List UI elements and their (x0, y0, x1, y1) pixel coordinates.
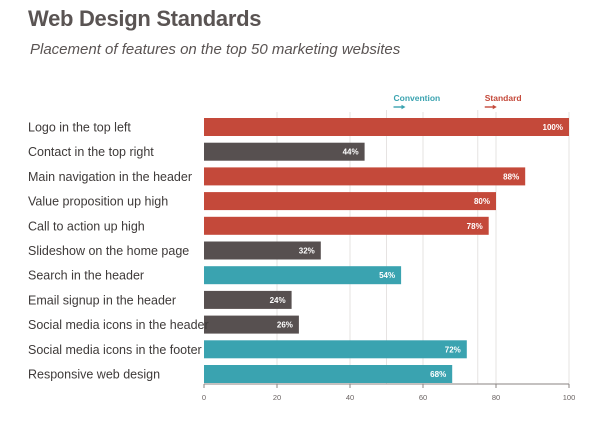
bar (204, 266, 402, 285)
category-label: Contact in the top right (28, 145, 154, 159)
value-label: 100% (543, 123, 563, 132)
category-label: Main navigation in the header (28, 170, 192, 184)
value-label: 72% (445, 345, 461, 354)
value-label: 44% (343, 148, 359, 157)
x-tick-label: 60 (419, 393, 427, 402)
value-label: 78% (467, 222, 483, 231)
bar (204, 216, 489, 235)
x-tick-label: 80 (492, 393, 500, 402)
x-tick-label: 0 (202, 393, 206, 402)
category-label: Value proposition up high (28, 195, 168, 209)
bar (204, 142, 365, 161)
bar (204, 192, 496, 211)
reference-label-convention: Convention (394, 93, 441, 103)
chart-subtitle: Placement of features on the top 50 mark… (30, 41, 401, 58)
bar (204, 290, 292, 309)
bar (204, 315, 299, 334)
category-label: Call to action up high (28, 219, 145, 233)
x-tick-label: 40 (346, 393, 354, 402)
value-label: 24% (270, 296, 286, 305)
bar (204, 241, 321, 260)
category-label: Logo in the top left (28, 121, 131, 135)
arrow-right-icon (401, 104, 406, 110)
reference-label-standard: Standard (485, 93, 522, 103)
category-label: Search in the header (28, 269, 144, 283)
category-label: Responsive web design (28, 368, 160, 382)
category-label: Email signup in the header (28, 293, 176, 307)
category-label: Slideshow on the home page (28, 244, 189, 258)
category-label: Social media icons in the header (28, 318, 209, 332)
bar (204, 167, 526, 186)
value-label: 26% (277, 321, 293, 330)
chart-title: Web Design Standards (28, 6, 262, 31)
value-label: 54% (379, 271, 395, 280)
bar (204, 365, 453, 383)
x-tick-label: 20 (273, 393, 281, 402)
value-label: 68% (430, 370, 446, 379)
bar (204, 118, 569, 136)
value-label: 32% (299, 247, 315, 256)
x-tick-label: 100 (563, 393, 576, 402)
value-label: 80% (474, 197, 490, 206)
arrow-right-icon (492, 104, 497, 110)
category-label: Social media icons in the footer (28, 343, 202, 357)
bar (204, 340, 467, 359)
value-label: 88% (503, 172, 519, 181)
